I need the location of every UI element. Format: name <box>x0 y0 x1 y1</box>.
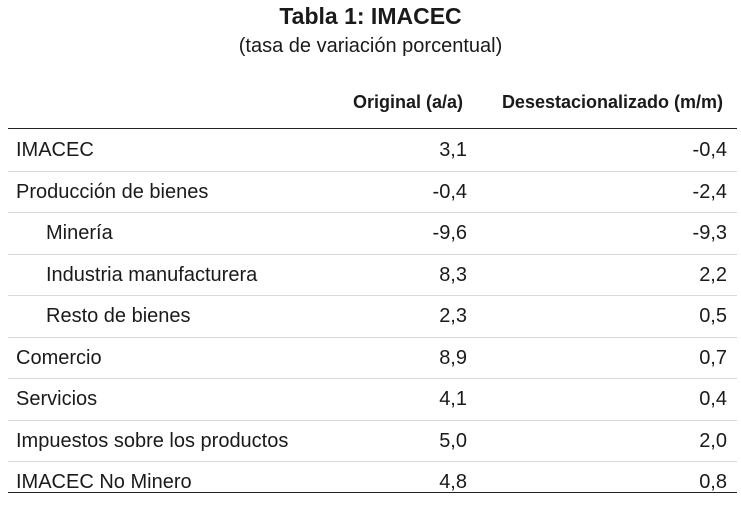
table-row: Comercio 8,9 0,7 <box>8 338 737 379</box>
row-value-desestacionalizado: 0,4 <box>699 388 727 410</box>
row-value-original: -9,6 <box>432 222 467 244</box>
row-value-desestacionalizado: 0,5 <box>699 305 727 327</box>
column-header-original: Original (a/a) <box>352 92 463 112</box>
row-value-original: -0,4 <box>432 180 467 203</box>
row-value-desestacionalizado: 2,2 <box>699 263 727 286</box>
table-bottom-rule <box>8 492 737 493</box>
row-label: Producción de bienes <box>16 180 209 203</box>
table-row: Impuestos sobre los productos 5,0 2,0 <box>8 421 737 462</box>
table-row: Producción de bienes -0,4 -2,4 <box>8 172 737 213</box>
row-label: Minería <box>46 222 113 244</box>
table-title: Tabla 1: IMACEC <box>279 3 462 29</box>
row-label: Comercio <box>16 346 102 369</box>
row-value-desestacionalizado: -9,3 <box>692 222 727 244</box>
table-row: Resto de bienes 2,3 0,5 <box>8 296 737 338</box>
row-value-desestacionalizado: -0,4 <box>692 139 727 161</box>
row-label: IMACEC <box>16 139 94 161</box>
table-body: IMACEC 3,1 -0,4 Producción de bienes -0,… <box>8 130 737 503</box>
row-value-desestacionalizado: -2,4 <box>692 180 727 203</box>
row-label: IMACEC No Minero <box>16 471 192 493</box>
table-header: Original (a/a) Desestacionalizado (m/m) <box>0 88 741 116</box>
table-row: IMACEC 3,1 -0,4 <box>8 130 737 172</box>
table-subtitle: (tasa de variación porcentual) <box>238 35 503 57</box>
row-value-desestacionalizado: 2,0 <box>699 429 727 452</box>
row-label: Servicios <box>16 388 98 410</box>
row-value-original: 8,3 <box>439 263 467 286</box>
table-row: IMACEC No Minero 4,8 0,8 <box>8 462 737 503</box>
row-value-original: 4,1 <box>439 388 467 410</box>
row-value-original: 5,0 <box>439 429 467 452</box>
row-value-original: 3,1 <box>439 139 467 161</box>
row-value-desestacionalizado: 0,8 <box>699 471 727 493</box>
row-value-desestacionalizado: 0,7 <box>699 346 727 369</box>
row-label: Industria manufacturera <box>46 263 258 286</box>
table-row: Industria manufacturera 8,3 2,2 <box>8 255 737 296</box>
row-label: Resto de bienes <box>46 305 191 327</box>
column-header-desestacionalizado: Desestacionalizado (m/m) <box>501 92 723 112</box>
table-row: Minería -9,6 -9,3 <box>8 213 737 255</box>
table-row: Servicios 4,1 0,4 <box>8 379 737 421</box>
row-value-original: 4,8 <box>439 471 467 493</box>
row-value-original: 2,3 <box>439 305 467 327</box>
table-top-rule <box>8 128 737 129</box>
row-label: Impuestos sobre los productos <box>16 429 289 452</box>
row-value-original: 8,9 <box>439 346 467 369</box>
